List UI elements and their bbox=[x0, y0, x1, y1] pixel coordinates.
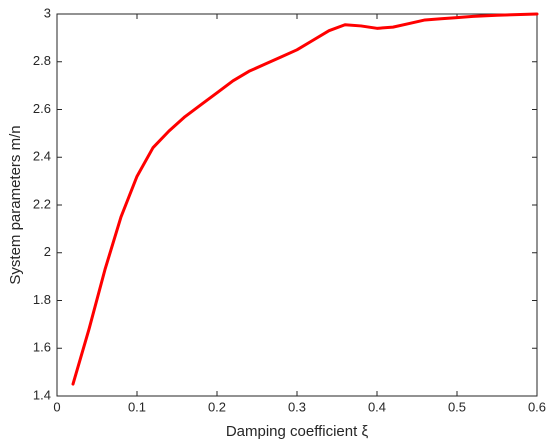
y-tick-label: 2.8 bbox=[33, 53, 51, 68]
y-tick-label: 1.4 bbox=[33, 387, 51, 402]
x-tick-label: 0.2 bbox=[208, 399, 226, 414]
x-tick-label: 0.1 bbox=[128, 399, 146, 414]
x-tick-label: 0.4 bbox=[368, 399, 386, 414]
y-axis-title: System parameters m/n bbox=[7, 125, 24, 284]
data-line bbox=[71, 12, 539, 386]
plot-frame bbox=[56, 13, 538, 397]
x-tick-label: 0.6 bbox=[528, 399, 546, 414]
y-tick-label: 2.2 bbox=[33, 196, 51, 211]
y-tick-label: 1.8 bbox=[33, 292, 51, 307]
x-tick-label: 0 bbox=[53, 399, 60, 414]
x-tick-label: 0.3 bbox=[288, 399, 306, 414]
y-tick-label: 1.6 bbox=[33, 340, 51, 355]
x-axis-title: Damping coefficient ξ bbox=[226, 423, 369, 440]
y-tick-label: 3 bbox=[44, 5, 51, 20]
x-tick-label: 0.5 bbox=[448, 399, 466, 414]
y-tick-label: 2 bbox=[44, 244, 51, 259]
y-tick-label: 2.4 bbox=[33, 149, 51, 164]
y-tick-label: 2.6 bbox=[33, 101, 51, 116]
